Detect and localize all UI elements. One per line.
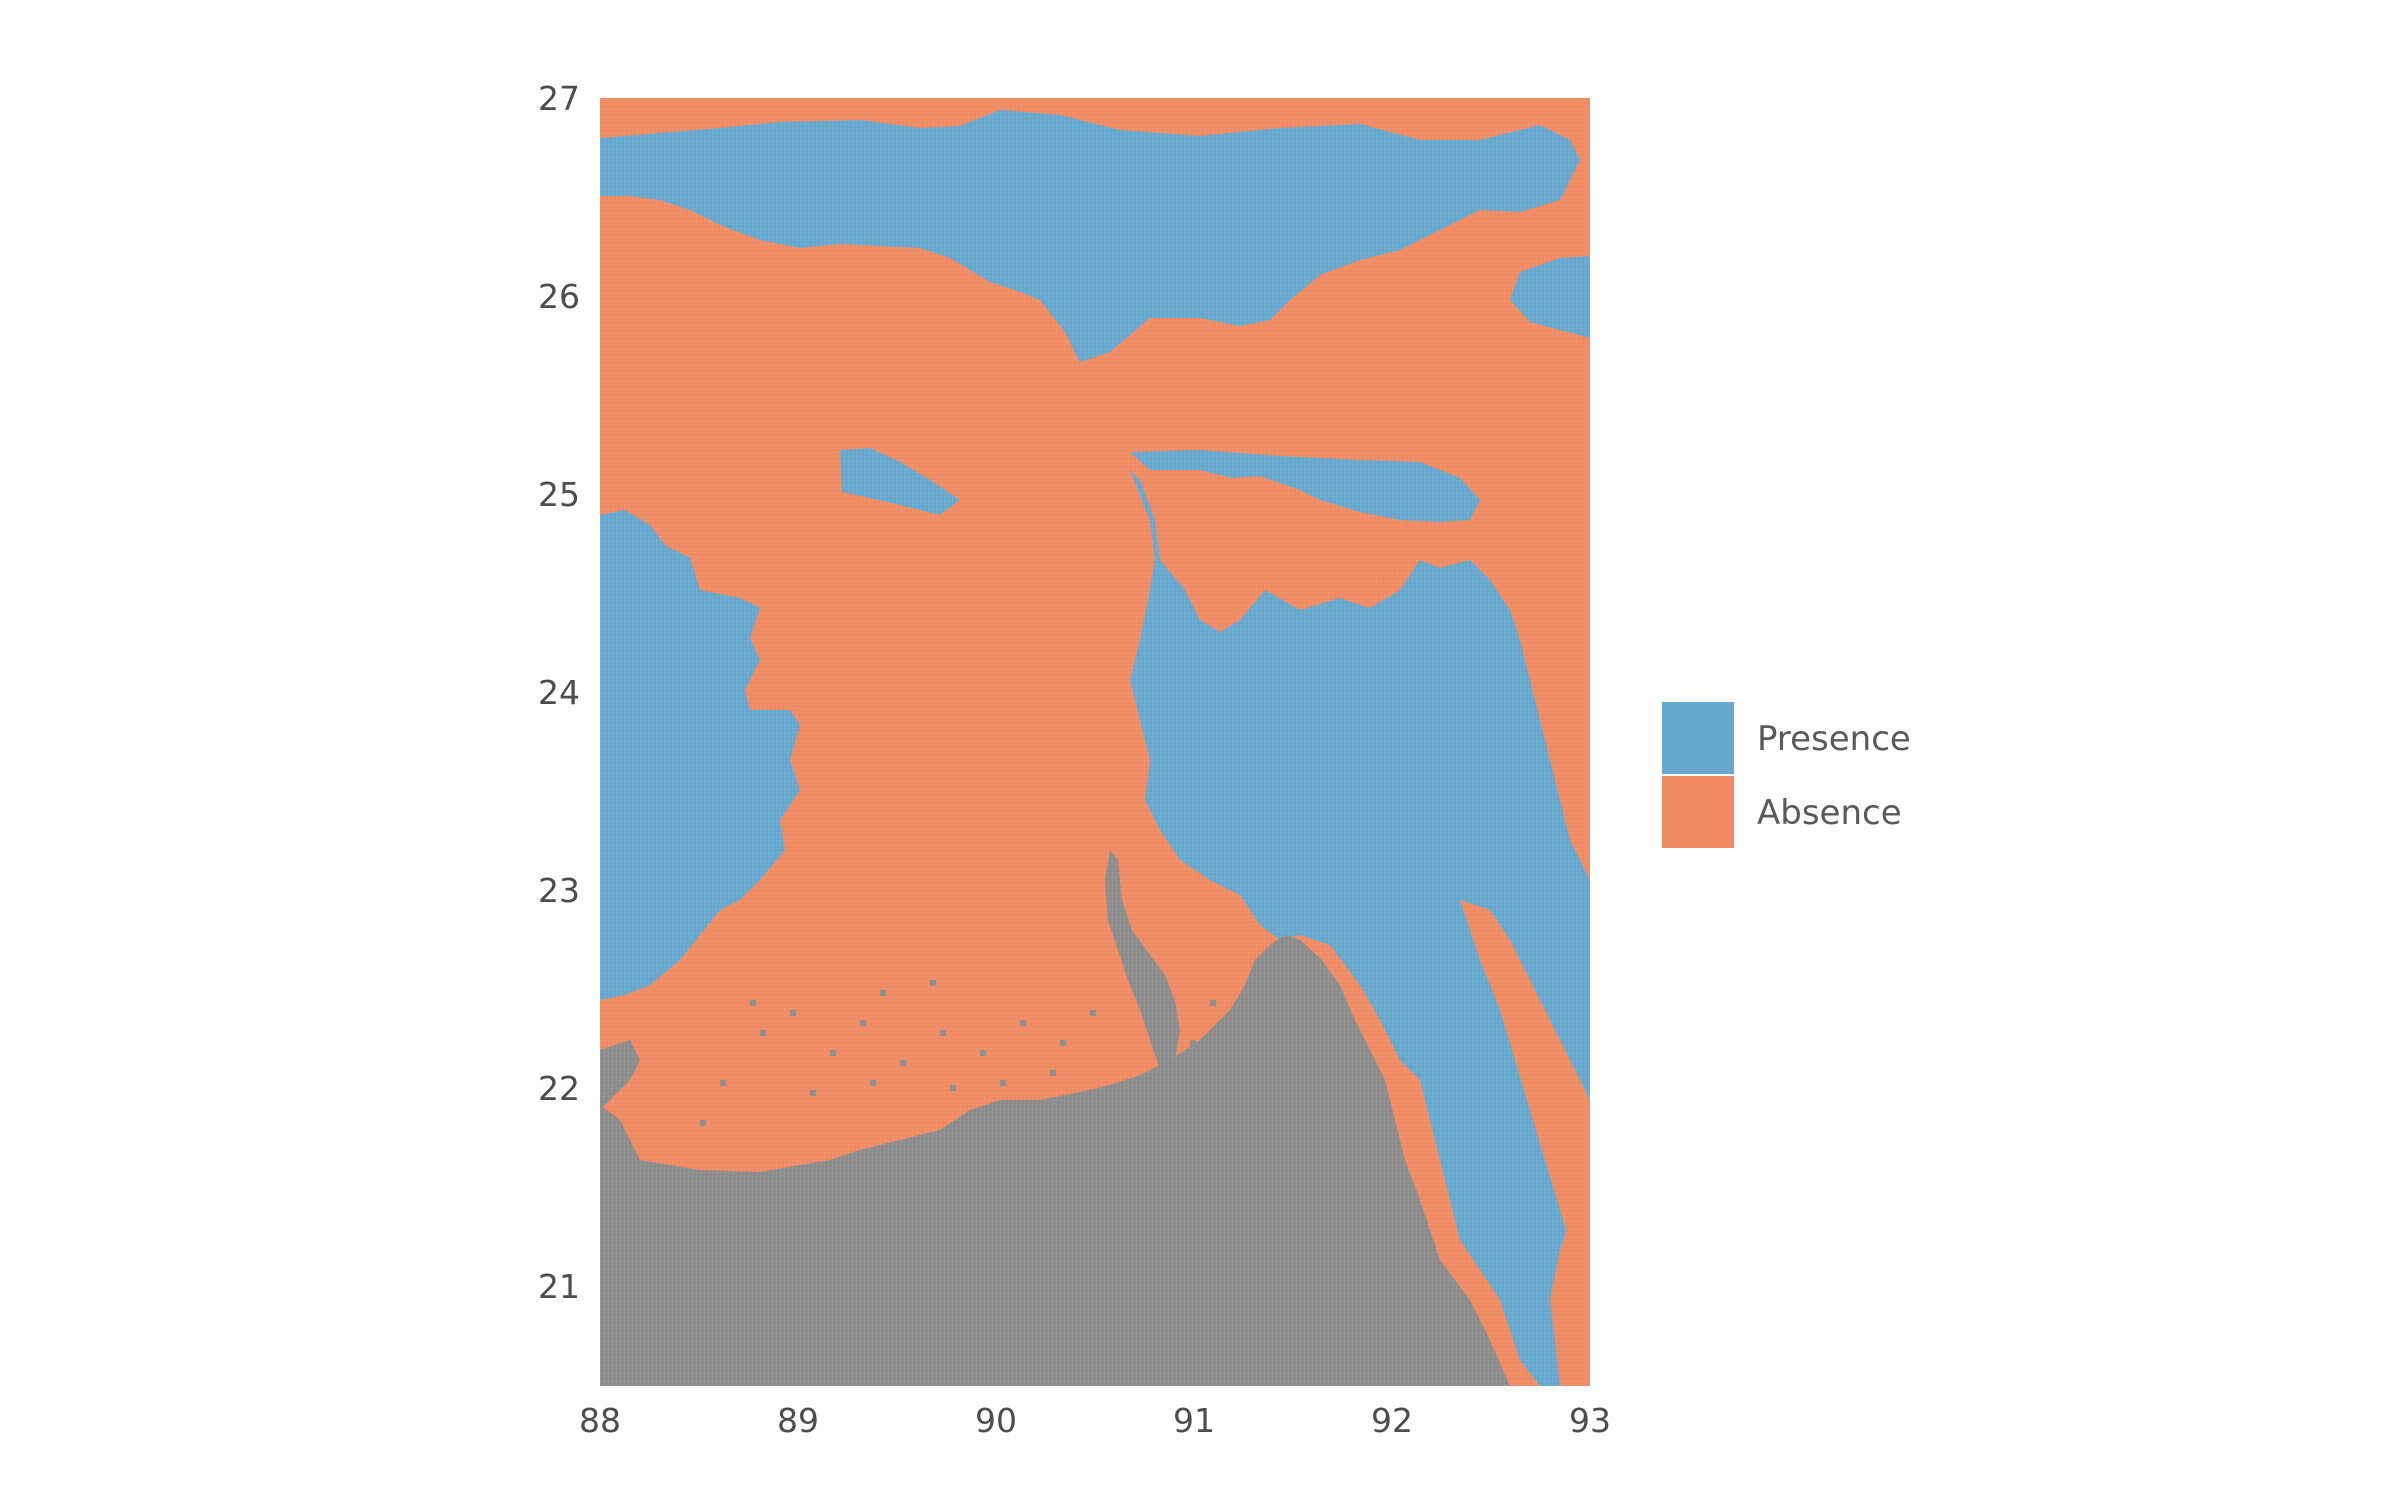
x-tick-label: 93	[1569, 1401, 1611, 1440]
map-panel	[600, 98, 1590, 1386]
x-tick-label: 89	[777, 1401, 819, 1440]
x-tick-label: 90	[975, 1401, 1017, 1440]
legend-label-presence: Presence	[1757, 719, 1911, 759]
x-axis: 88 89 90 91 92 93	[579, 1401, 1611, 1440]
y-tick-label: 26	[538, 277, 580, 316]
legend-swatch-absence	[1662, 776, 1734, 848]
y-axis: 27 26 25 24 23 22 21	[538, 79, 580, 1306]
legend-label-absence: Absence	[1757, 793, 1902, 833]
x-tick-label: 92	[1371, 1401, 1413, 1440]
y-tick-label: 24	[538, 673, 580, 712]
legend: Presence Absence	[1662, 702, 1911, 848]
y-tick-label: 22	[538, 1069, 580, 1108]
y-tick-label: 25	[538, 475, 580, 514]
y-tick-label: 27	[538, 79, 580, 118]
y-tick-label: 21	[538, 1267, 580, 1306]
x-tick-label: 88	[579, 1401, 621, 1440]
x-tick-label: 91	[1173, 1401, 1215, 1440]
raster-texture	[600, 98, 1590, 1386]
legend-swatch-presence	[1662, 702, 1734, 774]
y-tick-label: 23	[538, 871, 580, 910]
